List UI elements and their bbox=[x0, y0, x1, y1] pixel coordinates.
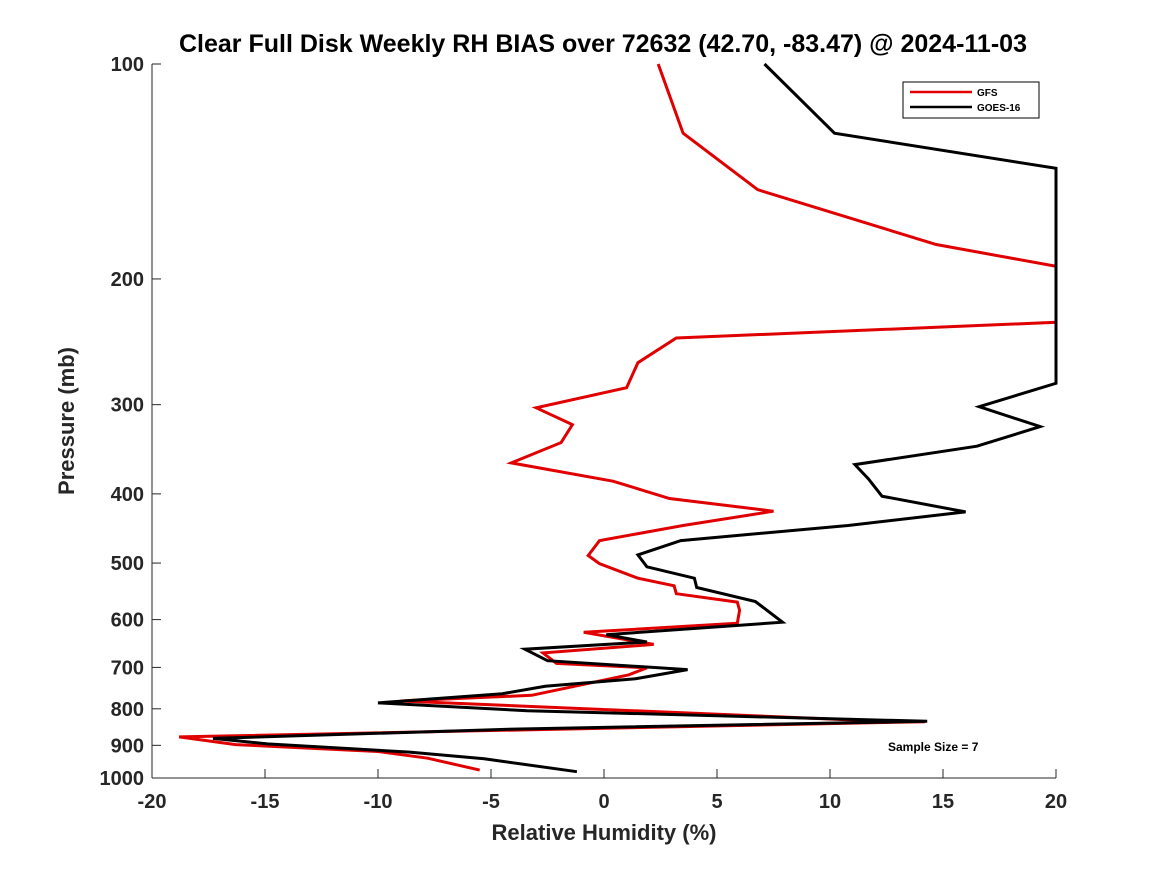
y-tick-label: 200 bbox=[111, 269, 144, 291]
x-tick-label: -15 bbox=[251, 791, 280, 813]
chart-title: Clear Full Disk Weekly RH BIAS over 7263… bbox=[179, 30, 1027, 58]
series-line-gfs bbox=[178, 63, 1058, 772]
y-axis-label: Pressure (mb) bbox=[54, 347, 79, 495]
x-axis-label: Relative Humidity (%) bbox=[492, 820, 717, 845]
x-tick-label: -20 bbox=[138, 791, 167, 813]
legend-label-goes16: GOES-16 bbox=[977, 103, 1021, 114]
legend-box bbox=[902, 81, 1040, 119]
y-tick-label: 700 bbox=[111, 657, 144, 679]
y-tick-label: 500 bbox=[111, 553, 144, 575]
x-tick-label: -10 bbox=[364, 791, 393, 813]
y-tick-label: 800 bbox=[111, 699, 144, 721]
x-tick-label: 10 bbox=[819, 791, 841, 813]
series-line-goes16 bbox=[212, 62, 1058, 774]
plot-area bbox=[152, 64, 1056, 778]
plot-background bbox=[152, 64, 1056, 778]
y-tick-label: 400 bbox=[111, 484, 144, 506]
series-layer bbox=[178, 62, 1058, 774]
x-tick-label: -5 bbox=[482, 791, 500, 813]
axes-layer: -20 -15 -10 -5 0 5 10 15 20 100 200 300 400 500 600 700… bbox=[100, 54, 1068, 813]
y-tick-label: 300 bbox=[111, 395, 144, 417]
sample-size-annotation: Sample Size = 7 bbox=[888, 740, 979, 754]
x-tick-label: 0 bbox=[598, 791, 609, 813]
y-tick-label: 900 bbox=[111, 735, 144, 757]
legend-label-gfs: GFS bbox=[977, 88, 998, 99]
y-tick-label: 600 bbox=[111, 610, 144, 632]
x-tick-label: 5 bbox=[711, 791, 722, 813]
y-tick-label: 1000 bbox=[100, 768, 145, 790]
x-tick-label: 20 bbox=[1045, 791, 1067, 813]
x-tick-label: 15 bbox=[932, 791, 954, 813]
legend: GFS GOES-16 bbox=[902, 81, 1040, 119]
y-tick-label: 100 bbox=[111, 54, 144, 76]
